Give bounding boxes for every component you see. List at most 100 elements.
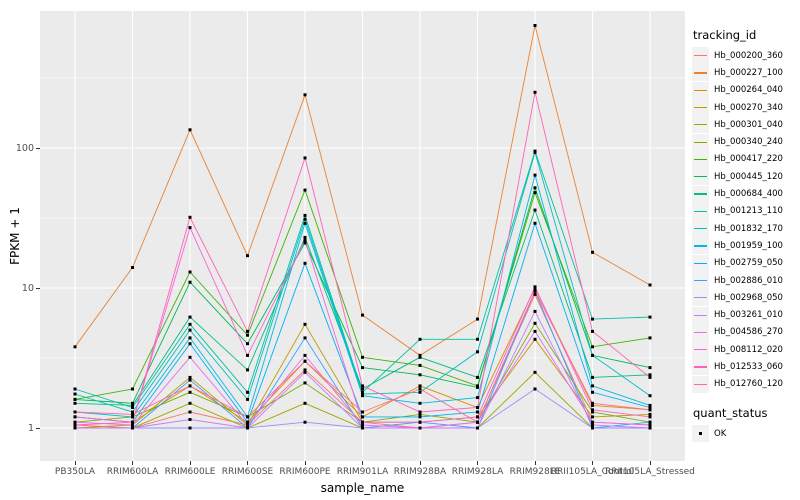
data-point: [188, 401, 192, 405]
series-color-line-icon: [694, 228, 707, 230]
series-color-line-icon: [694, 331, 707, 333]
x-tick-mark: [419, 461, 421, 465]
data-point: [73, 345, 77, 349]
plot-panel: [40, 11, 685, 461]
data-point: [591, 329, 594, 333]
data-point: [246, 415, 249, 419]
y-tick-label: 100: [15, 142, 34, 154]
series-color-line-icon: [694, 193, 707, 195]
data-point: [648, 426, 652, 430]
data-point: [591, 375, 594, 379]
data-point: [476, 420, 479, 424]
data-point: [591, 426, 594, 430]
data-point: [591, 423, 594, 427]
data-point: [246, 426, 249, 430]
data-point: [533, 208, 537, 212]
legend-item-label: Hb_000301_040: [714, 119, 783, 130]
legend-key: [692, 202, 709, 220]
data-point: [188, 384, 192, 388]
series-color-line-icon: [694, 124, 707, 126]
data-point: [418, 415, 422, 419]
data-point: [188, 328, 192, 332]
legend-item: Hb_000227_100: [692, 64, 798, 82]
data-point: [188, 315, 192, 319]
data-point: [533, 221, 537, 225]
legend-item: Hb_002759_050: [692, 254, 798, 272]
data-point: [303, 235, 307, 239]
legend-item: Hb_002968_050: [692, 289, 798, 307]
data-point: [418, 355, 422, 359]
legend-item-label: Hb_000417_220: [714, 154, 783, 165]
x-tick-label: RRIM928BA: [393, 467, 447, 477]
legend-key: [692, 150, 709, 168]
data-point: [131, 423, 134, 427]
chart-canvas: [40, 11, 685, 461]
data-point: [131, 426, 134, 430]
data-point: [246, 333, 249, 337]
data-point: [533, 191, 537, 195]
data-point: [418, 353, 422, 357]
data-point: [533, 173, 537, 177]
data-point: [418, 387, 422, 391]
data-point: [476, 396, 479, 400]
data-point: [533, 150, 537, 154]
y-tick-mark: [36, 288, 40, 289]
legend-item: Hb_001832_170: [692, 220, 798, 238]
legend-key: [692, 185, 709, 203]
quant-ok-key: [692, 425, 709, 443]
data-point: [476, 426, 479, 430]
legend-items: Hb_000200_360 Hb_000227_100 Hb_000264_040 H…: [692, 47, 798, 393]
legend-item-label: Hb_008112_020: [714, 344, 783, 355]
data-point: [418, 373, 422, 377]
data-point: [476, 350, 479, 354]
legend-key: [692, 220, 709, 238]
x-tick-mark: [304, 461, 306, 465]
data-point: [361, 423, 364, 427]
x-tick-mark: [362, 461, 363, 465]
legend-item-label: Hb_000340_240: [714, 137, 783, 148]
legend-item-label: Hb_001832_170: [714, 223, 783, 234]
data-point: [591, 317, 594, 321]
x-tick-mark: [534, 461, 536, 465]
data-point: [533, 285, 537, 289]
data-point: [591, 420, 594, 424]
data-point: [648, 403, 652, 407]
data-point: [476, 385, 479, 389]
x-tick-label: RRIM600PE: [279, 467, 331, 477]
data-point: [648, 336, 652, 340]
data-point: [361, 392, 364, 396]
data-point: [131, 415, 134, 419]
data-point: [591, 403, 594, 407]
x-tick-label: RRII105LA_Control: [550, 467, 635, 477]
legend-item: Hb_012533_060: [692, 358, 798, 376]
legend-item: Hb_000264_040: [692, 81, 798, 99]
x-tick-label: RRIM600LA: [106, 467, 159, 477]
series-color-line-icon: [694, 176, 707, 178]
legend-title-tracking-id: tracking_id: [693, 28, 757, 42]
data-point: [361, 313, 364, 317]
series-color-line-icon: [694, 141, 707, 143]
data-point: [648, 366, 652, 370]
data-point: [303, 213, 307, 217]
data-point: [303, 420, 307, 424]
legend-key: [692, 133, 709, 151]
data-point: [303, 217, 307, 221]
data-point: [188, 378, 192, 382]
x-tick-label: RRII105LA_Stressed: [605, 467, 695, 477]
legend-item: Hb_004586_270: [692, 323, 798, 341]
legend-item-label: Hb_000684_400: [714, 189, 783, 200]
data-point: [533, 387, 537, 391]
data-point: [533, 309, 537, 313]
x-tick-label: RRIM901LA: [336, 467, 389, 477]
data-point: [188, 280, 192, 284]
data-point: [246, 397, 249, 401]
legend-item: Hb_002886_010: [692, 272, 798, 289]
data-point: [418, 410, 422, 414]
data-point: [188, 355, 192, 359]
data-point: [188, 375, 192, 379]
series-color-line-icon: [694, 245, 707, 247]
data-point: [246, 342, 249, 346]
data-point: [188, 270, 192, 274]
legend-item: Hb_000445_120: [692, 168, 798, 186]
